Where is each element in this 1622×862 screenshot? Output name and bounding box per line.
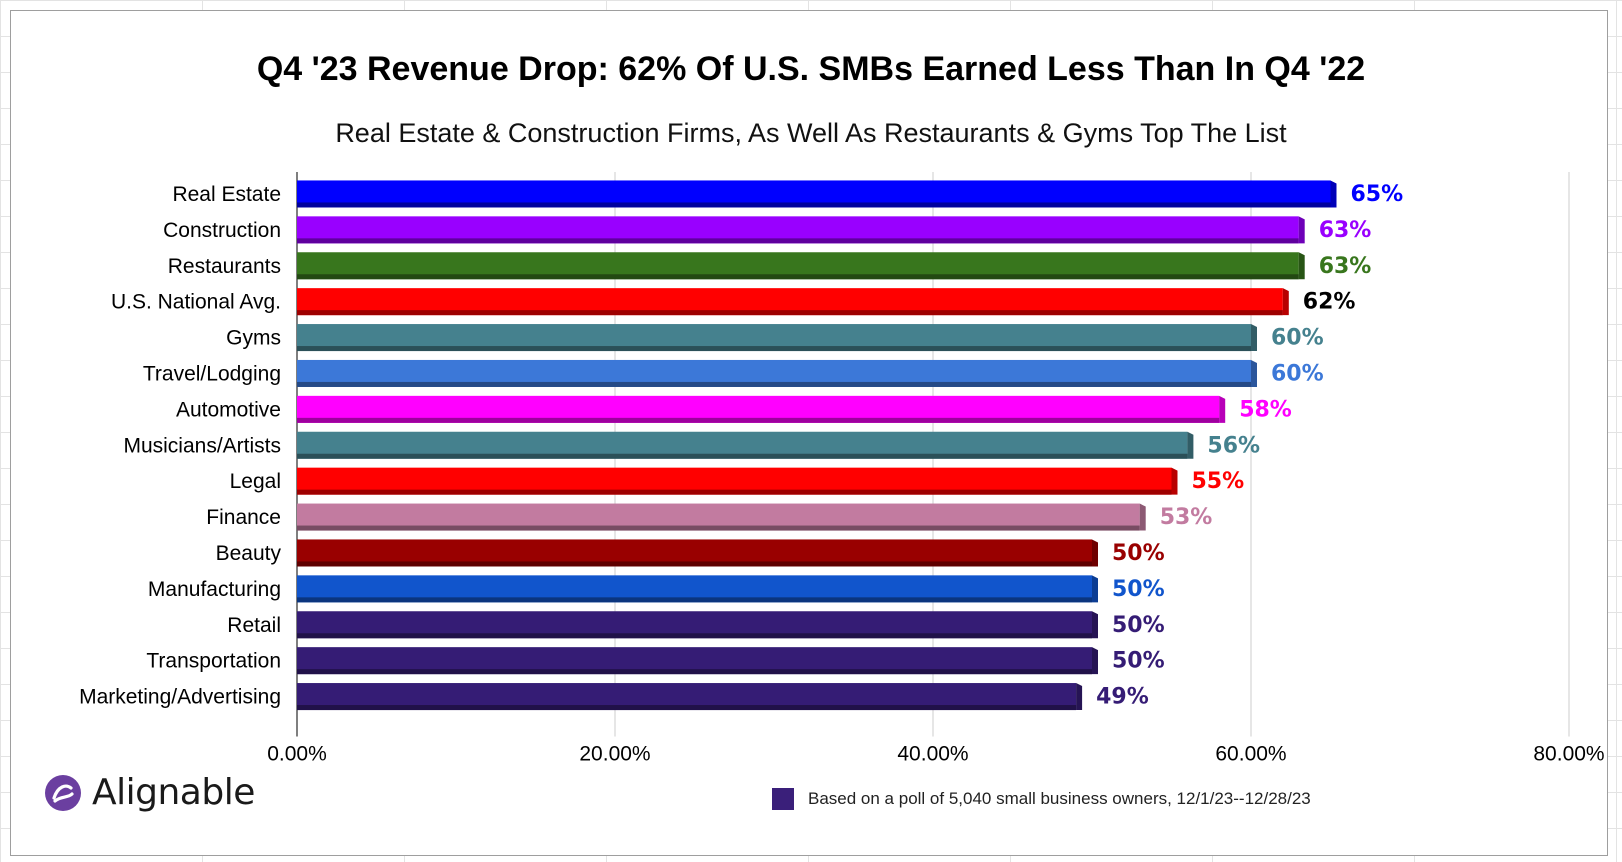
bar-end-face (1139, 503, 1146, 531)
data-label: 50% (1112, 541, 1165, 566)
data-label: 56% (1207, 433, 1260, 458)
bar-end-face (1330, 180, 1337, 208)
bar-end-face (1092, 611, 1098, 639)
bar-end-face (1187, 431, 1194, 459)
chart-title: Q4 '23 Revenue Drop: 62% Of U.S. SMBs Ea… (256, 50, 1366, 88)
bar-bottom-face (297, 274, 1299, 280)
chart-subtitle: Real Estate & Construction Firms, As Wel… (335, 118, 1287, 148)
bar-end-face (1092, 539, 1098, 567)
data-label: 50% (1112, 577, 1165, 602)
bar-end-face (1251, 359, 1257, 387)
data-label: 65% (1351, 182, 1404, 207)
bar-bottom-face (297, 561, 1092, 567)
legend-swatch (772, 788, 794, 810)
bar-bottom-face (297, 669, 1092, 675)
category-label: Restaurants (168, 255, 281, 278)
bar-bottom-face (297, 238, 1299, 244)
category-label: Automotive (176, 398, 281, 421)
category-label: Manufacturing (148, 578, 281, 601)
category-label: Finance (206, 506, 281, 529)
x-tick-label: 40.00% (897, 743, 968, 766)
category-label: Beauty (216, 542, 282, 565)
data-label: 60% (1271, 326, 1324, 351)
data-label: 63% (1319, 218, 1372, 243)
category-label: Gyms (226, 327, 281, 350)
bar-bottom-face (297, 417, 1220, 423)
bar-end-face (1282, 288, 1289, 316)
category-label: Legal (230, 470, 281, 493)
bar-bottom-face (297, 346, 1251, 352)
data-label: 60% (1271, 361, 1324, 386)
bar-end-face (1076, 683, 1083, 711)
bar-bottom-face (297, 453, 1188, 459)
bar-bottom-face (297, 705, 1077, 711)
bar-end-face (1219, 395, 1226, 423)
x-tick-label: 60.00% (1215, 743, 1286, 766)
data-label: 53% (1160, 505, 1213, 530)
data-label: 55% (1192, 469, 1245, 494)
category-label: Marketing/Advertising (79, 686, 281, 709)
bar-bottom-face (297, 597, 1092, 603)
bar-bottom-face (297, 489, 1172, 495)
x-tick-label: 0.00% (267, 743, 327, 766)
legend-label: Based on a poll of 5,040 small business … (808, 789, 1311, 808)
bar-bottom-face (297, 633, 1092, 639)
category-label: Retail (227, 614, 281, 637)
category-label: Construction (163, 219, 281, 242)
category-label: Musicians/Artists (123, 434, 281, 457)
data-label: 58% (1239, 397, 1292, 422)
data-label: 49% (1096, 685, 1149, 710)
bar-end-face (1251, 324, 1257, 352)
bar-bottom-face (297, 202, 1331, 208)
data-label: 62% (1303, 290, 1356, 315)
bar-bottom-face (297, 310, 1283, 316)
data-label: 50% (1112, 649, 1165, 674)
bar-bottom-face (297, 381, 1251, 387)
bar-end-face (1171, 467, 1178, 495)
bar-bottom-face (297, 525, 1140, 531)
data-label: 63% (1319, 254, 1372, 279)
category-label: Real Estate (172, 183, 281, 206)
alignable-logo: Alignable (44, 772, 255, 813)
x-tick-label: 20.00% (579, 743, 650, 766)
data-label: 50% (1112, 613, 1165, 638)
chart-legend: Based on a poll of 5,040 small business … (772, 788, 1311, 810)
bar-end-face (1298, 252, 1305, 280)
category-label: Travel/Lodging (143, 362, 281, 385)
bar-end-face (1092, 647, 1098, 675)
logo-text: Alignable (92, 772, 255, 813)
category-label: U.S. National Avg. (111, 291, 281, 314)
bar-end-face (1092, 575, 1098, 603)
x-tick-label: 80.00% (1533, 743, 1604, 766)
alignable-logo-icon (45, 774, 81, 811)
bar-end-face (1298, 216, 1305, 244)
category-label: Transportation (146, 650, 281, 673)
